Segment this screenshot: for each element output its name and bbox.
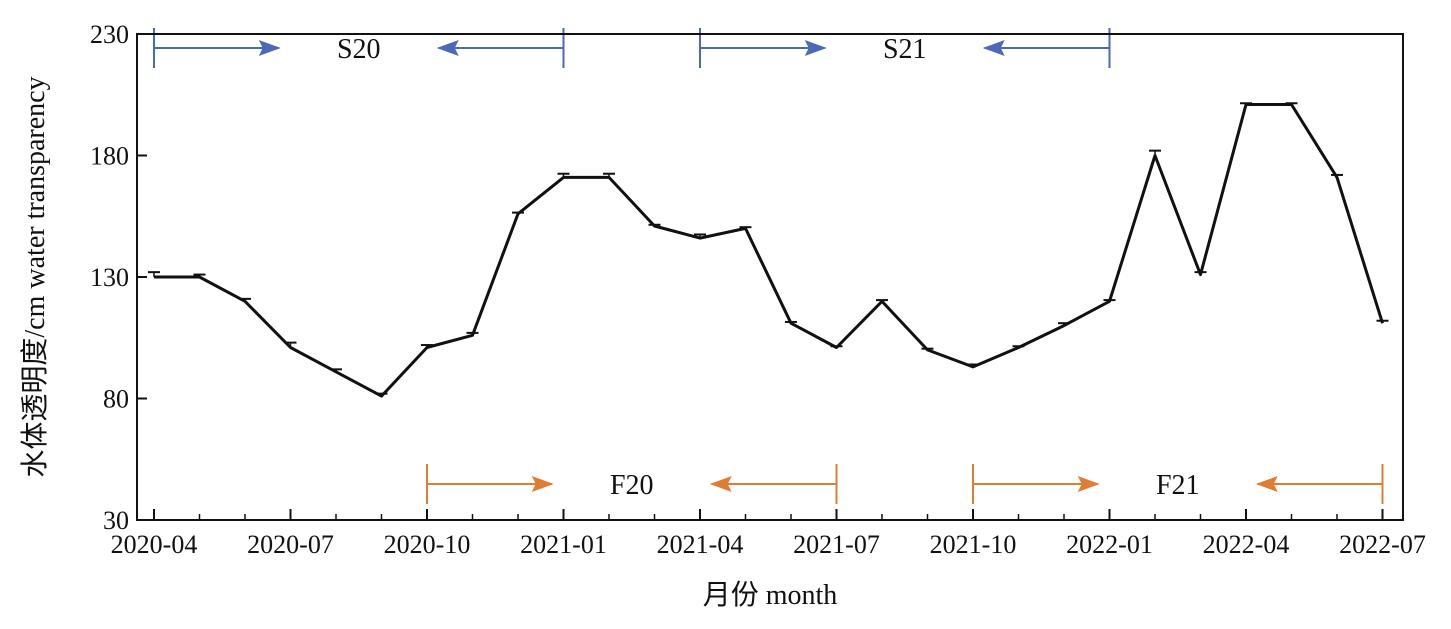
axes: 30 80 130 180 230 2020-04 2020-07 2020-10 2021-0… (90, 20, 1426, 559)
x-tick-label: 2020-04 (111, 530, 198, 559)
period-label: F21 (1156, 470, 1200, 501)
y-tick-label: 130 (90, 263, 129, 292)
x-axis-title: 月份 month (703, 579, 838, 611)
period-arrow-head-left (709, 476, 732, 492)
period-arrow-head-right (804, 40, 827, 56)
x-tick-label: 2022-07 (1339, 530, 1426, 559)
period-annotations: S20 S21 F20 F21 (153, 28, 1384, 504)
x-tick-label: 2020-10 (384, 530, 471, 559)
period-label: S20 (337, 34, 381, 65)
x-tick-label: 2021-10 (930, 530, 1017, 559)
y-tick-label: 230 (90, 20, 129, 49)
y-tick-label: 80 (103, 385, 129, 414)
period-arrow-head-left (1255, 476, 1278, 492)
period-label: F20 (610, 470, 654, 501)
x-tick-label: 2020-07 (247, 530, 334, 559)
x-tick-label: 2021-07 (793, 530, 880, 559)
x-tick-label: 2021-01 (520, 530, 607, 559)
x-tick-label: 2021-04 (657, 530, 744, 559)
period-arrow-head-left (436, 40, 459, 56)
x-tick-label: 2022-04 (1203, 530, 1290, 559)
y-tick-label: 30 (103, 506, 129, 535)
series-line-path (154, 103, 1384, 398)
period-arrow-head-right (531, 476, 554, 492)
period-arrow-head-left (982, 40, 1005, 56)
period-arrow-head-right (1077, 476, 1100, 492)
y-tick-label: 180 (90, 142, 129, 171)
series-line (148, 102, 1389, 398)
period-arrow-head-right (258, 40, 281, 56)
period-label: S21 (883, 34, 927, 65)
y-axis-title: 水体透明度/cm water transparency (19, 76, 51, 477)
x-tick-label: 2022-01 (1066, 530, 1153, 559)
